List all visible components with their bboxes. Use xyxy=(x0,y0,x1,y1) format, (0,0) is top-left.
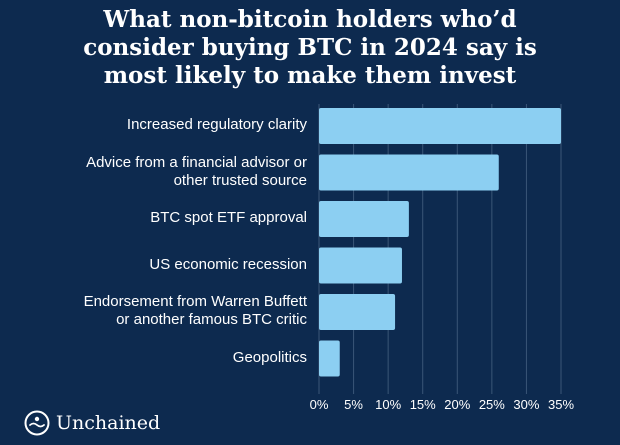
bar xyxy=(319,247,402,284)
category-label: BTC spot ETF approval xyxy=(150,209,307,226)
category-label: Geopolitics xyxy=(232,348,307,366)
x-tick-label: 15% xyxy=(410,397,436,412)
x-tick-label: 25% xyxy=(479,397,505,412)
category-label: US economic recession xyxy=(149,255,307,273)
category-label: Endorsement from Warren Buffett or anoth… xyxy=(83,293,307,328)
bar xyxy=(319,201,409,237)
bar xyxy=(319,154,499,191)
brand-logo: Unchained xyxy=(24,410,160,436)
category-label: Increased regulatory clarity xyxy=(126,116,307,133)
category-label: Advice from a financial advisor or other… xyxy=(86,153,307,189)
bar xyxy=(319,340,340,377)
x-tick-label: 5% xyxy=(344,397,363,412)
unchained-logo-icon xyxy=(24,410,50,436)
x-tick-label: 35% xyxy=(548,397,574,412)
x-tick-label: 10% xyxy=(375,397,401,412)
bar xyxy=(319,108,561,144)
x-tick-label: 30% xyxy=(513,397,539,412)
chart-title: What non-bitcoin holders who’d consider … xyxy=(83,6,537,89)
bar xyxy=(319,294,396,330)
x-tick-label: 20% xyxy=(444,397,470,412)
x-tick-label: 0% xyxy=(310,397,329,412)
brand-name: Unchained xyxy=(56,412,161,434)
